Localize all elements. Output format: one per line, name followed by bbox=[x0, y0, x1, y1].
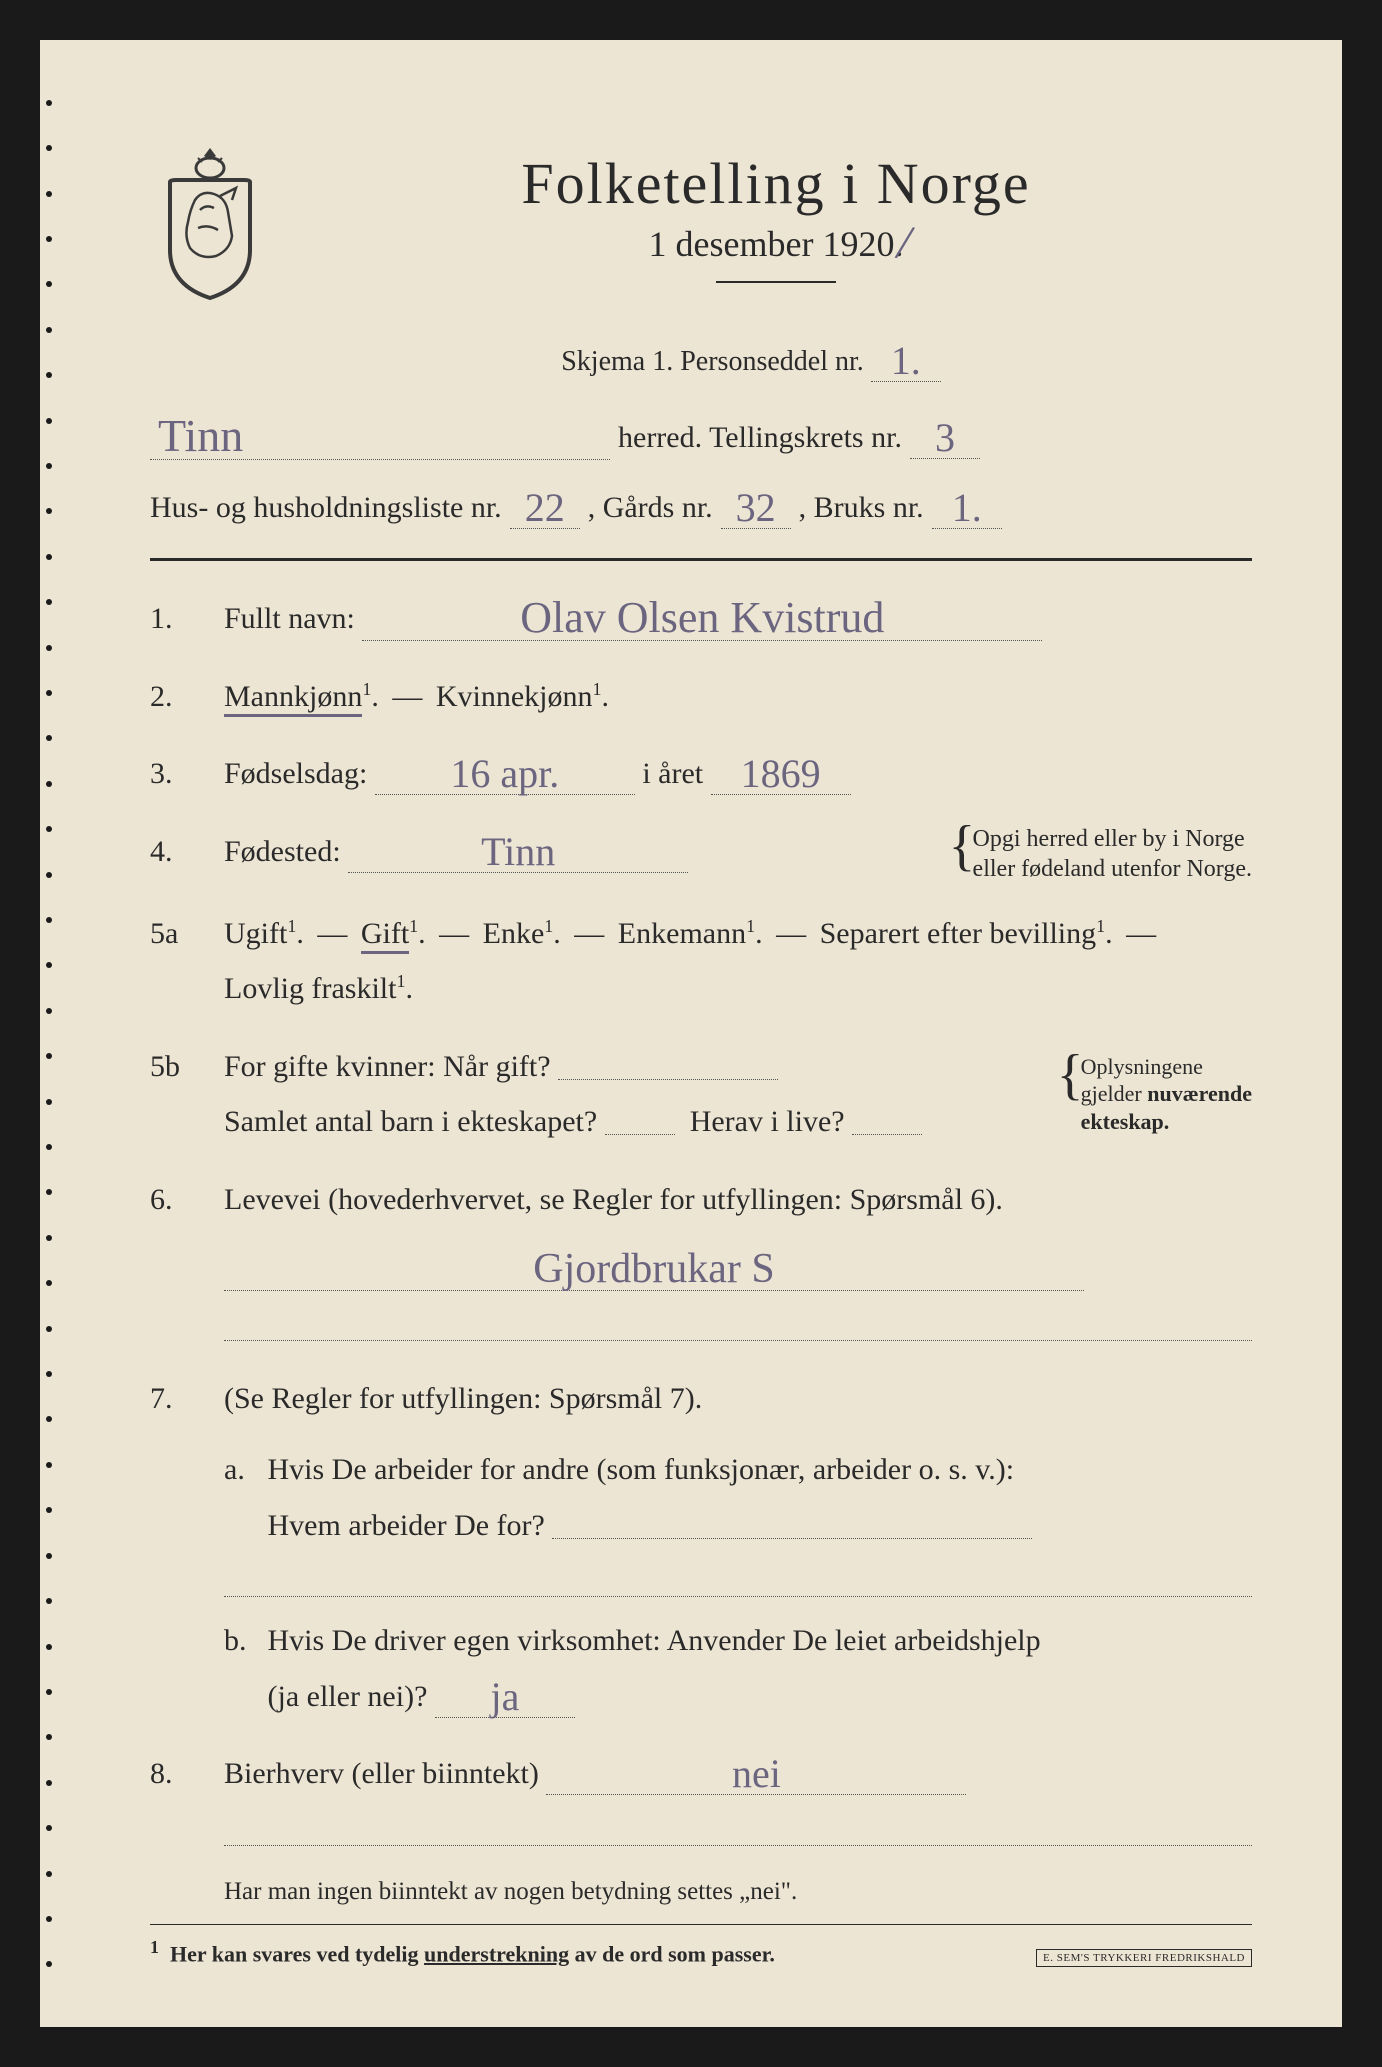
secondary-occupation-field: nei bbox=[546, 1754, 966, 1795]
herred-field: Tinn bbox=[150, 413, 610, 460]
blank-line bbox=[224, 1313, 1252, 1341]
perforation-edge bbox=[40, 40, 64, 2027]
gift-option: Gift bbox=[361, 917, 409, 954]
enkemann-option: Enkemann bbox=[618, 917, 746, 950]
q2: 2. Mannkjønn1. — Kvinnekjønn1. bbox=[150, 669, 1252, 725]
fraskilt-option: Lovlig fraskilt bbox=[224, 972, 396, 1005]
tellingskrets-nr-field: 3 bbox=[910, 418, 980, 459]
q4-note: Opgi herred eller by i Norge eller fødel… bbox=[949, 824, 1252, 884]
meta-block: Tinn herred. Tellingskrets nr. 3 Hus- og… bbox=[150, 408, 1252, 538]
q6: 6. Levevei (hovederhvervet, se Regler fo… bbox=[150, 1172, 1252, 1349]
enke-option: Enke bbox=[483, 917, 545, 950]
bruks-nr-field: 1. bbox=[932, 488, 1002, 529]
divider-thin bbox=[150, 1924, 1252, 1926]
skjema-line: Skjema 1. Personseddel nr. 1. bbox=[250, 337, 1252, 378]
handwritten-year-stroke: / bbox=[892, 212, 918, 272]
header: Folketelling i Norge 1 desember 1920./ bbox=[150, 140, 1252, 307]
marriage-year-field bbox=[558, 1079, 778, 1080]
q5b: 5b For gifte kvinner: Når gift? Samlet a… bbox=[150, 1039, 1252, 1150]
full-name-field: Olav Olsen Kvistrud bbox=[362, 596, 1042, 641]
questions: 1. Fullt navn: Olav Olsen Kvistrud 2. Ma… bbox=[150, 591, 1252, 1854]
blank-line bbox=[224, 1818, 1252, 1846]
main-title: Folketelling i Norge bbox=[300, 150, 1252, 217]
blank-line bbox=[224, 1569, 1252, 1597]
coat-of-arms-icon bbox=[150, 140, 270, 300]
ugift-option: Ugift bbox=[224, 917, 287, 950]
date-line: 1 desember 1920./ bbox=[300, 223, 1252, 265]
title-block: Folketelling i Norge 1 desember 1920./ bbox=[300, 140, 1252, 307]
q7a: a. Hvis De arbeider for andre (som funks… bbox=[224, 1442, 1252, 1597]
q3: 3. Fødselsdag: 16 apr. i året 1869 bbox=[150, 746, 1252, 802]
divider-short bbox=[716, 281, 836, 283]
hus-nr-field: 22 bbox=[510, 488, 580, 529]
note-nei: Har man ingen biinntekt av nogen betydni… bbox=[224, 1878, 1252, 1906]
q7: 7. (Se Regler for utfyllingen: Spørsmål … bbox=[150, 1371, 1252, 1725]
children-alive-field bbox=[852, 1134, 922, 1135]
birth-day-field: 16 apr. bbox=[375, 754, 635, 795]
hired-help-field: ja bbox=[435, 1677, 575, 1718]
separert-option: Separert efter bevilling bbox=[820, 917, 1097, 950]
children-total-field bbox=[605, 1134, 675, 1135]
birth-year-field: 1869 bbox=[711, 754, 851, 795]
mannkjonn-option: Mannkjønn bbox=[224, 680, 362, 717]
divider-thick bbox=[150, 558, 1252, 561]
census-form-page: Folketelling i Norge 1 desember 1920./ S… bbox=[40, 40, 1342, 2027]
birthplace-field: Tinn bbox=[348, 832, 688, 873]
printer-mark: E. SEM'S TRYKKERI FREDRIKSHALD bbox=[1036, 1949, 1252, 1967]
occupation-field: Gjordbrukar S bbox=[224, 1248, 1084, 1291]
q4: 4. Fødested: Tinn Opgi herred eller by i… bbox=[150, 824, 1252, 884]
kvinnekjonn-option: Kvinnekjønn bbox=[436, 680, 593, 713]
employer-field bbox=[552, 1538, 1032, 1539]
gards-nr-field: 32 bbox=[721, 488, 791, 529]
q7b: b. Hvis De driver egen virksomhet: Anven… bbox=[224, 1613, 1252, 1724]
q5a: 5a Ugift1. — Gift1. — Enke1. — Enkemann1… bbox=[150, 906, 1252, 1017]
q1: 1. Fullt navn: Olav Olsen Kvistrud bbox=[150, 591, 1252, 647]
q8: 8. Bierhverv (eller biinntekt) nei bbox=[150, 1746, 1252, 1854]
personseddel-nr-field: 1. bbox=[871, 341, 941, 382]
q5b-note: Oplysningene gjelder nuværende ekteskap. bbox=[1057, 1053, 1252, 1136]
